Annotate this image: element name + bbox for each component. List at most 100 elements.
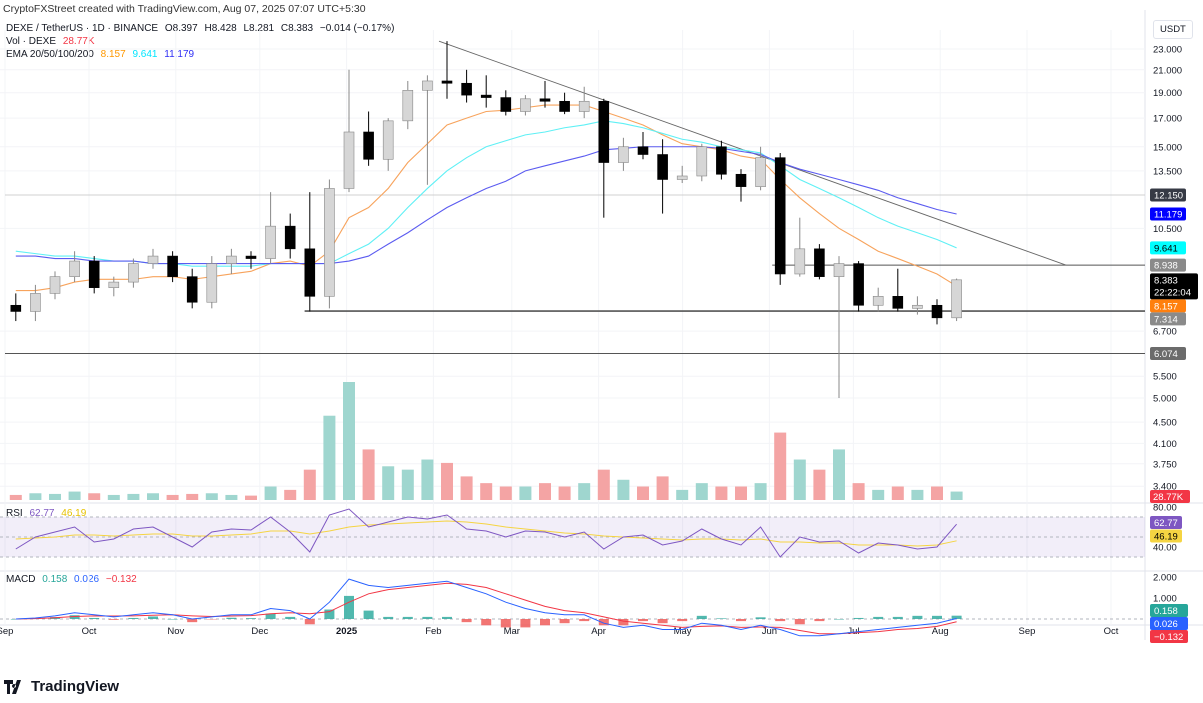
candle-body [872,296,884,306]
candle [755,146,766,191]
y-tick-label: 17.000 [1153,114,1182,125]
candle-body [559,100,570,112]
candle [147,248,159,269]
macd-histogram-bar [912,615,923,619]
rsi-line [15,508,957,558]
rsi-badge: 46.19 [1150,529,1182,543]
macd-histogram-bar [442,616,452,619]
candle-body [441,80,453,84]
macd-histogram-bar [951,615,962,619]
candle-body [343,131,355,189]
macd-histogram-bar [716,618,727,619]
rsi-badge-value: 62.77 [1154,518,1178,529]
price-badge-value: 6.074 [1154,349,1178,360]
candle-body [500,97,512,112]
volume-bar [166,494,179,500]
macd-histogram-bar [383,616,394,619]
x-tick-label: Sep [0,626,13,637]
macd-histogram-bar [873,616,884,619]
volume-bar [480,483,493,500]
y-tick-label: 3.750 [1153,459,1177,470]
currency-label[interactable]: USDT [1153,20,1193,39]
candle-body [676,175,688,180]
volume-bar [49,493,61,500]
price-badge: 6.074 [1150,347,1186,361]
candle-body [774,157,786,275]
macd-badge: −0.132 [1150,630,1188,643]
ema-label[interactable]: EMA 20/50/100/200 [6,49,94,60]
macd-histogram-bar [226,617,237,619]
rsi-ma-line [15,520,957,547]
candle-body [833,263,845,277]
macd-histogram-bar [579,619,590,622]
candle [69,251,80,283]
macd-label[interactable]: MACD [6,574,36,585]
volume-bar [205,493,218,500]
x-tick-label: Oct [1104,626,1119,637]
candle [657,139,668,214]
macd-histogram-bar [520,619,531,628]
candle-body [755,157,766,187]
y-tick-label: 4.500 [1153,418,1177,429]
macd-histogram-bar [481,619,492,626]
symbol-name[interactable]: DEXE / TetherUS · 1D · BINANCE [6,23,159,34]
candle [461,69,472,103]
candle-body [382,120,394,160]
x-tick-label: Feb [425,626,441,637]
y-tick-label: 13.500 [1153,166,1182,177]
macd-histogram-bar [540,619,550,626]
volume-bar [186,493,199,500]
candle-body [206,263,218,303]
macd-line-value: 0.026 [74,574,100,585]
macd-histogram-bar [696,615,707,619]
candle [931,299,943,325]
x-tick-label: Nov [167,626,184,637]
candle-body [598,100,610,163]
volume-bar [499,486,512,500]
candle [343,69,355,193]
price-badge-bg [1150,241,1186,255]
price-badge-bg [1150,207,1186,221]
x-tick-label: May [674,626,692,637]
price-badge-value: 9.641 [1154,243,1178,254]
macd-tick-label: 1.000 [1153,594,1177,605]
candle [88,256,100,294]
ohlc-low: L8.281 [243,23,275,34]
rsi-label[interactable]: RSI [6,508,23,519]
ema-value-50: 9.641 [132,49,158,60]
ohlc-high: H8.428 [204,23,237,34]
volume-bar [774,432,787,500]
x-tick-label: Jun [762,626,777,637]
x-tick-label: Aug [932,626,949,637]
price-badge-value: 12.150 [1154,190,1183,201]
candle [676,165,688,184]
volume-label[interactable]: Vol · DEXE [6,36,57,47]
candle [559,92,570,115]
volume-bar [107,494,120,500]
candle-body [716,146,727,175]
volume-bar [539,483,551,500]
volume-bar [127,493,140,500]
macd-badge: 0.158 [1150,604,1188,617]
macd-histogram-bar [108,619,119,620]
price-badge-bg [1150,273,1198,300]
candle [814,244,825,280]
y-tick-label: 23.000 [1153,45,1182,56]
y-tick-label: 19.000 [1153,88,1182,99]
volume-bar [303,469,316,500]
volume-bar [931,486,943,500]
candle [912,296,923,315]
candle-body [735,173,747,187]
x-tick-label: Apr [591,626,606,637]
price-chart[interactable]: 23.000 21.000 19.000 17.000 15.000 13.500 10.5… [0,0,1203,660]
macd-histogram-bar [677,619,688,622]
volume-bar [754,483,767,500]
tradingview-logo-icon [4,679,21,694]
ohlc-open: O8.397 [164,23,198,34]
candle [167,251,178,283]
candle [10,293,22,322]
price-badge-bg [1150,347,1186,361]
candle [696,143,708,182]
candle [637,131,649,160]
macd-histogram-bar [69,615,80,619]
